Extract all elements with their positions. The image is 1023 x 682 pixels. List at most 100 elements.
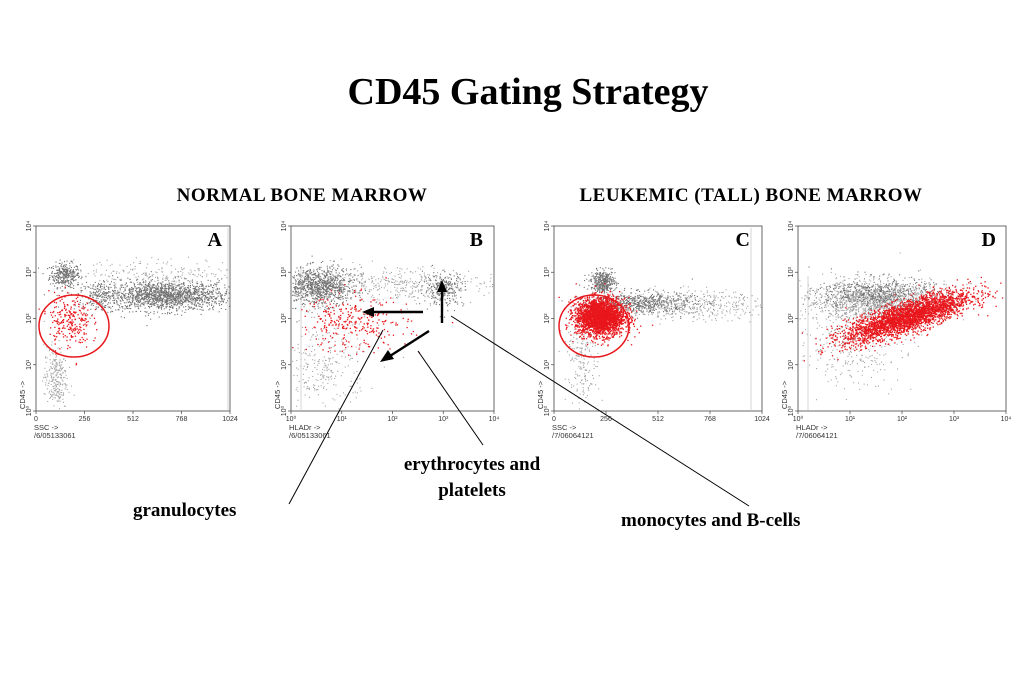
event-dot <box>61 369 62 370</box>
event-dot <box>342 289 343 290</box>
event-dot <box>53 388 54 389</box>
event-dot <box>140 289 141 290</box>
event-dot <box>322 281 323 282</box>
panel-label-a: A <box>208 229 223 251</box>
event-dot <box>71 386 72 387</box>
event-dot <box>454 284 455 285</box>
event-dot <box>321 292 322 293</box>
event-dot <box>181 305 182 306</box>
event-dot <box>295 295 296 296</box>
event-dot <box>446 288 447 289</box>
event-dot <box>65 360 66 361</box>
event-dot <box>194 304 195 305</box>
event-dot <box>405 295 406 296</box>
event-dot <box>158 280 159 281</box>
event-dot <box>220 270 221 271</box>
event-dot <box>54 365 55 366</box>
event-dot <box>68 345 69 346</box>
event-dot <box>56 306 57 307</box>
event-dot <box>74 272 75 273</box>
event-dot <box>329 325 330 326</box>
event-dot <box>105 289 106 290</box>
event-dot <box>55 395 56 396</box>
event-dot <box>400 288 401 289</box>
event-dot <box>130 264 131 265</box>
event-dot <box>135 266 136 267</box>
event-dot <box>135 277 136 278</box>
event-dot <box>197 294 198 295</box>
event-dot <box>54 388 55 389</box>
event-dot <box>171 305 172 306</box>
event-dot <box>306 300 307 301</box>
event-dot <box>304 306 305 307</box>
event-dot <box>143 290 144 291</box>
event-dot <box>191 307 192 308</box>
event-dot <box>60 316 61 317</box>
event-dot <box>163 294 164 295</box>
event-dot <box>355 321 356 322</box>
event-dot <box>306 369 307 370</box>
event-dot <box>170 258 171 259</box>
event-dot <box>344 288 345 289</box>
event-dot <box>160 283 161 284</box>
event-dot <box>450 282 451 283</box>
event-dot <box>67 279 68 280</box>
event-dot <box>330 271 331 272</box>
event-dot <box>475 277 476 278</box>
event-dot <box>359 324 360 325</box>
event-dot <box>339 323 340 324</box>
event-dot <box>54 292 55 293</box>
event-dot <box>147 296 148 297</box>
event-dot <box>344 291 345 292</box>
event-dot <box>312 298 313 299</box>
event-dot <box>334 301 335 302</box>
event-dot <box>335 269 336 270</box>
event-dot <box>59 282 60 283</box>
event-dot <box>151 257 152 258</box>
event-dot <box>187 300 188 301</box>
event-dot <box>322 335 323 336</box>
event-dot <box>369 291 370 292</box>
event-dot <box>361 279 362 280</box>
event-dot <box>340 276 341 277</box>
event-dot <box>336 277 337 278</box>
event-dot <box>165 285 166 286</box>
event-dot <box>98 285 99 286</box>
event-dot <box>471 278 472 279</box>
event-dot <box>204 301 205 302</box>
event-dot <box>140 300 141 301</box>
event-dot <box>103 294 104 295</box>
event-dot <box>180 292 181 293</box>
event-dot <box>182 295 183 296</box>
event-dot <box>90 288 91 289</box>
event-dot <box>313 298 314 299</box>
event-dot <box>187 298 188 299</box>
event-dot <box>364 316 365 317</box>
event-dot <box>322 303 323 304</box>
event-dot <box>327 308 328 309</box>
event-dot <box>120 300 121 301</box>
event-dot <box>107 293 108 294</box>
event-dot <box>293 287 294 288</box>
event-dot <box>386 314 387 315</box>
event-dot <box>395 284 396 285</box>
event-dot <box>59 394 60 395</box>
event-dot <box>215 301 216 302</box>
event-dot <box>86 325 87 326</box>
event-dot <box>189 301 190 302</box>
event-dot <box>409 293 410 294</box>
event-dot <box>367 317 368 318</box>
event-dot <box>164 288 165 289</box>
event-dot <box>161 303 162 304</box>
event-dot <box>66 384 67 385</box>
event-dot <box>298 299 299 300</box>
event-dot <box>142 288 143 289</box>
event-dot <box>436 277 437 278</box>
event-dot <box>334 378 335 379</box>
event-dot <box>63 322 64 323</box>
event-dot <box>44 377 45 378</box>
event-dot <box>49 381 50 382</box>
event-dot <box>424 276 425 277</box>
event-dot <box>108 307 109 308</box>
event-dot <box>319 363 320 364</box>
